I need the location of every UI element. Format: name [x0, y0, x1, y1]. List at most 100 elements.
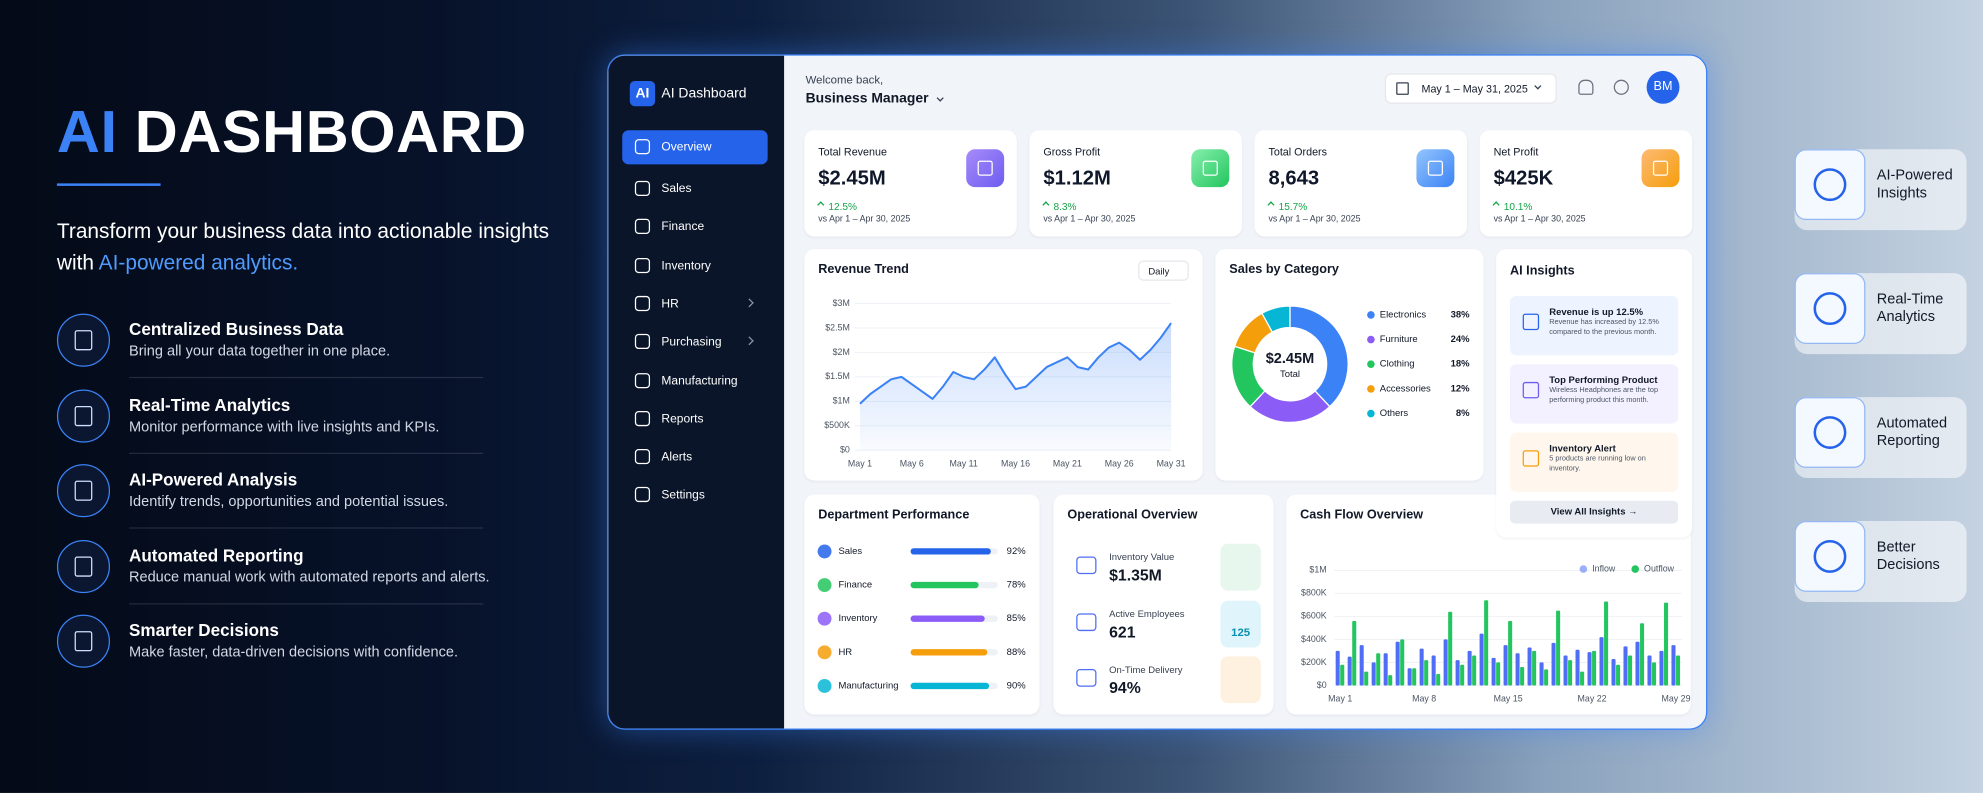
kpi-label: Total Orders	[1268, 145, 1328, 159]
kpi-compare: vs Apr 1 – Apr 30, 2025	[1493, 214, 1586, 224]
donut-segment	[1249, 390, 1331, 424]
op-value: $1.35M	[1109, 566, 1162, 585]
badge-icon	[1794, 273, 1866, 344]
badge-icon	[1794, 397, 1866, 468]
bar	[1587, 652, 1592, 686]
view-insights-button[interactable]: View All Insights →	[1510, 500, 1679, 524]
ai-insights-card: AI Insights View All Insights → Revenue …	[1496, 249, 1693, 538]
nav-chevron	[744, 336, 754, 346]
line-area	[859, 323, 1172, 451]
kpi-value: $2.45M	[818, 168, 886, 190]
dept-label: Manufacturing	[838, 680, 898, 691]
user-menu[interactable]: Business Manager	[806, 91, 942, 106]
bar	[1551, 642, 1556, 686]
dashboard: AI AI Dashboard Overview Sales Finance Inve…	[607, 54, 1708, 730]
y-tick-label: $800K	[1301, 588, 1327, 598]
kpi-value: $425K	[1493, 168, 1554, 190]
legend-label: Accessories	[1380, 383, 1431, 394]
value-label: 85%	[1007, 613, 1027, 624]
nav-item[interactable]: Overview	[622, 130, 768, 165]
bar	[1484, 600, 1489, 686]
y-tick-label: $2.5M	[825, 322, 850, 332]
legend-label: Inflow	[1592, 563, 1616, 573]
hero-title-rest: DASHBOARD	[134, 97, 527, 165]
kpi-card: Gross Profit $1.12M 8.3% vs Apr 1 – Apr 30,…	[1029, 130, 1242, 237]
nav-item[interactable]: Alerts	[622, 440, 767, 474]
help-icon[interactable]	[1613, 79, 1629, 95]
x-tick-label: May 1	[848, 458, 872, 468]
legend-dot	[1367, 409, 1375, 418]
badge-text: Real-Time Analytics	[1876, 292, 1944, 326]
department-chart: Sales 92% Finance 78% Inventory 85% HR 88% Manuf…	[817, 544, 1027, 693]
nav-item[interactable]: Settings	[622, 479, 767, 513]
legend-label: Furniture	[1380, 334, 1418, 345]
y-tick-label: $400K	[1301, 634, 1327, 644]
value-label: 92%	[1007, 546, 1027, 557]
nav-item[interactable]: Sales	[622, 172, 767, 206]
nav-icon	[634, 372, 651, 388]
nav-label: Inventory	[661, 258, 711, 273]
bar	[1436, 673, 1441, 686]
bar	[1340, 664, 1345, 686]
kpi-label: Gross Profit	[1043, 145, 1101, 159]
bar	[1371, 662, 1376, 686]
avatar[interactable]: BM	[1646, 70, 1680, 104]
bar	[1376, 653, 1381, 686]
notification-icon[interactable]	[1578, 79, 1594, 95]
bar	[1520, 667, 1525, 686]
kpi-icon	[1416, 149, 1455, 188]
bar	[1592, 650, 1597, 686]
feature: Real-Time Analytics Monitor performance w…	[56, 384, 487, 459]
feature: AI-Powered Analysis Identify trends, oppo…	[56, 459, 487, 534]
feature-icon	[56, 539, 111, 593]
bar	[1479, 633, 1484, 686]
bar	[1496, 662, 1501, 686]
feature-separator	[128, 602, 484, 604]
badge-text: AI-Powered Insights	[1876, 168, 1953, 202]
nav-label: Reports	[661, 412, 704, 426]
op-badge-text: 125	[1231, 625, 1251, 639]
nav-item[interactable]: Manufacturing	[622, 364, 767, 398]
bar	[1563, 655, 1568, 686]
op-badge: 125	[1220, 600, 1261, 647]
feature-icon	[56, 464, 111, 518]
interval-select[interactable]: Daily	[1138, 260, 1189, 281]
bar	[1395, 641, 1400, 686]
legend-dot	[1367, 360, 1375, 369]
nav-label: Sales	[661, 182, 692, 197]
x-tick-label: May 8	[1412, 694, 1436, 704]
feature-title: Centralized Business Data	[128, 319, 344, 339]
nav-item[interactable]: HR	[622, 287, 767, 321]
op-icon	[1066, 658, 1106, 698]
bar	[1640, 623, 1645, 686]
x-tick-label: May 11	[949, 458, 977, 468]
sidebar: AI AI Dashboard Overview Sales Finance Inve…	[608, 55, 785, 729]
kpi-value: $1.12M	[1043, 168, 1111, 190]
bar	[1412, 668, 1417, 686]
kpi-change: 10.1%	[1503, 201, 1533, 213]
hero-subtitle: with AI-powered analytics.	[57, 252, 298, 276]
bar	[910, 615, 985, 622]
nav-item[interactable]: Finance	[622, 210, 767, 244]
bar	[1515, 653, 1520, 686]
x-tick-label: May 29	[1662, 694, 1691, 704]
bar	[1539, 662, 1544, 686]
bar	[1335, 650, 1340, 686]
badge-text: Better Decisions	[1876, 540, 1940, 573]
bar	[1616, 664, 1621, 686]
bar	[1580, 671, 1585, 686]
revenue-trend-card: Revenue Trend Daily $0 $500K $1M $1.5M $2M $2…	[804, 249, 1203, 481]
nav-item[interactable]: Inventory	[622, 249, 767, 283]
bar	[1347, 656, 1352, 686]
y-tick-label: $200K	[1301, 657, 1327, 667]
kpi-label: Total Revenue	[818, 145, 887, 159]
nav-label: Manufacturing	[661, 373, 738, 388]
insight-text: Revenue has increased by 12.5% compared …	[1549, 318, 1659, 336]
bar	[1527, 647, 1532, 686]
nav-item[interactable]: Purchasing	[622, 325, 767, 359]
legend-label: Outflow	[1644, 563, 1675, 573]
feature-text: Identify trends, opportunities and poten…	[128, 494, 449, 510]
date-picker[interactable]: May 1 – May 31, 2025	[1384, 73, 1557, 104]
bar	[1647, 655, 1652, 686]
nav-item[interactable]: Reports	[622, 402, 767, 436]
